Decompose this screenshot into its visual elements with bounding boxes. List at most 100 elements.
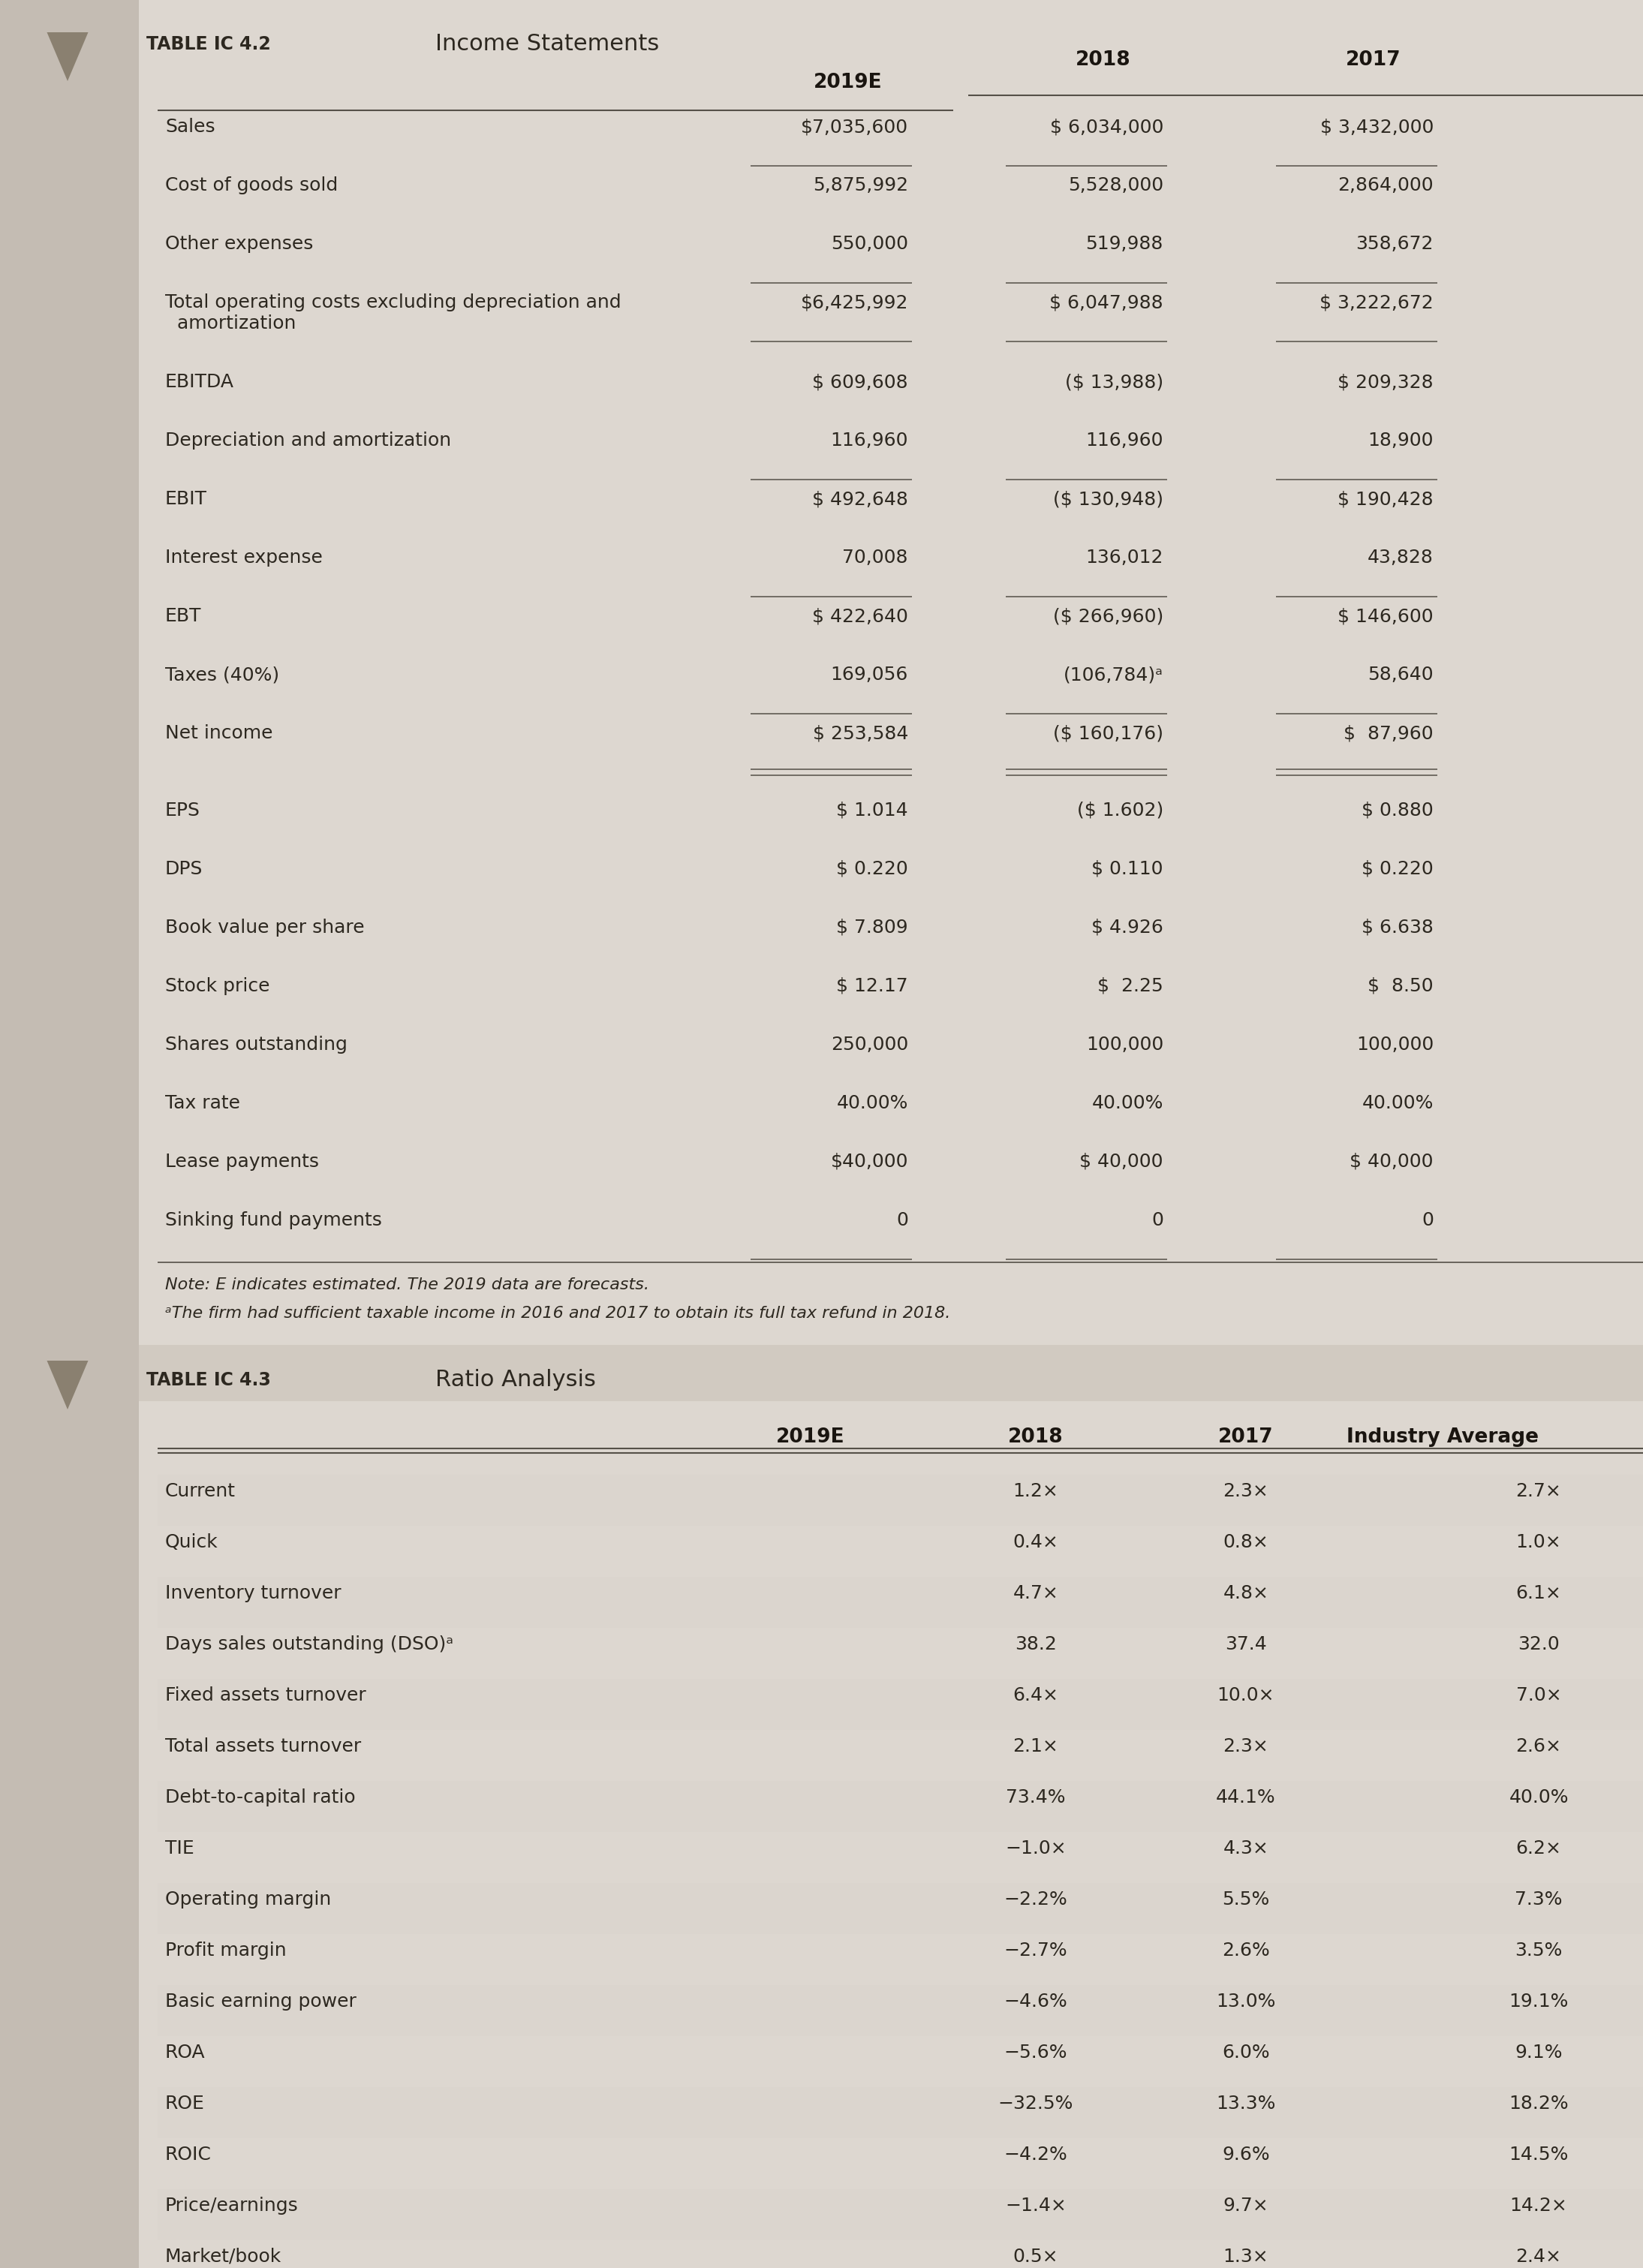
Text: 116,960: 116,960 bbox=[1086, 431, 1163, 449]
Text: 5,528,000: 5,528,000 bbox=[1068, 177, 1163, 195]
Text: EPS: EPS bbox=[166, 801, 200, 819]
Text: Cost of goods sold: Cost of goods sold bbox=[166, 177, 338, 195]
Text: $ 146,600: $ 146,600 bbox=[1337, 608, 1434, 626]
Text: 169,056: 169,056 bbox=[831, 667, 909, 683]
Text: Lease payments: Lease payments bbox=[166, 1152, 319, 1170]
Text: 2018: 2018 bbox=[1076, 50, 1130, 70]
Text: Stock price: Stock price bbox=[166, 978, 269, 996]
Text: $ 0.220: $ 0.220 bbox=[836, 860, 909, 878]
Text: $ 4.926: $ 4.926 bbox=[1091, 919, 1163, 937]
Text: 2.3×: 2.3× bbox=[1222, 1737, 1268, 1755]
Bar bbox=[158, 1882, 1643, 1935]
Text: 14.5%: 14.5% bbox=[1508, 2146, 1569, 2164]
Text: 1.3×: 1.3× bbox=[1222, 2248, 1268, 2266]
Text: Operating margin: Operating margin bbox=[166, 1892, 332, 1907]
Text: 3.5%: 3.5% bbox=[1515, 1941, 1562, 1960]
Text: EBT: EBT bbox=[166, 608, 202, 626]
Bar bbox=[158, 2189, 1643, 2241]
Bar bbox=[158, 1780, 1643, 1833]
Text: 18,900: 18,900 bbox=[1369, 431, 1434, 449]
Text: EBITDA: EBITDA bbox=[166, 372, 235, 390]
Text: 58,640: 58,640 bbox=[1369, 667, 1434, 683]
Text: $ 209,328: $ 209,328 bbox=[1337, 372, 1434, 390]
Text: (106,784)ᵃ: (106,784)ᵃ bbox=[1063, 667, 1163, 683]
Text: ($ 13,988): ($ 13,988) bbox=[1065, 372, 1163, 390]
Text: $ 6,034,000: $ 6,034,000 bbox=[1050, 118, 1163, 136]
Text: 40.00%: 40.00% bbox=[1362, 1093, 1434, 1111]
Text: 7.0×: 7.0× bbox=[1516, 1687, 1561, 1703]
Text: $ 3,432,000: $ 3,432,000 bbox=[1319, 118, 1434, 136]
Text: Industry Average: Industry Average bbox=[1347, 1427, 1539, 1447]
Bar bbox=[140, 1345, 1643, 1402]
Text: Days sales outstanding (DSO)ᵃ: Days sales outstanding (DSO)ᵃ bbox=[166, 1635, 453, 1653]
Text: Profit margin: Profit margin bbox=[166, 1941, 286, 1960]
Text: 0.8×: 0.8× bbox=[1222, 1533, 1268, 1551]
Text: $  87,960: $ 87,960 bbox=[1344, 723, 1434, 742]
Text: 4.3×: 4.3× bbox=[1222, 1839, 1268, 1857]
Text: 519,988: 519,988 bbox=[1086, 236, 1163, 254]
Text: $ 6.638: $ 6.638 bbox=[1362, 919, 1434, 937]
Text: Market/book: Market/book bbox=[166, 2248, 281, 2266]
Text: 0: 0 bbox=[1152, 1211, 1163, 1229]
Text: DPS: DPS bbox=[166, 860, 204, 878]
Text: −2.2%: −2.2% bbox=[1004, 1892, 1068, 1907]
Text: −1.4×: −1.4× bbox=[1006, 2198, 1066, 2216]
Text: −4.2%: −4.2% bbox=[1004, 2146, 1068, 2164]
Bar bbox=[158, 2087, 1643, 2139]
Text: ROE: ROE bbox=[166, 2096, 205, 2114]
Text: 2017: 2017 bbox=[1219, 1427, 1273, 1447]
Text: 0: 0 bbox=[1421, 1211, 1434, 1229]
Text: 2.3×: 2.3× bbox=[1222, 1483, 1268, 1499]
Text: Total operating costs excluding depreciation and: Total operating costs excluding deprecia… bbox=[166, 293, 621, 311]
Text: $  2.25: $ 2.25 bbox=[1098, 978, 1163, 996]
Text: $ 3,222,672: $ 3,222,672 bbox=[1319, 293, 1434, 311]
Text: 73.4%: 73.4% bbox=[1006, 1789, 1066, 1805]
Text: TABLE IC 4.2: TABLE IC 4.2 bbox=[146, 36, 271, 52]
Text: $ 12.17: $ 12.17 bbox=[836, 978, 909, 996]
Text: $ 40,000: $ 40,000 bbox=[1351, 1152, 1434, 1170]
Text: 250,000: 250,000 bbox=[831, 1036, 909, 1055]
Text: TIE: TIE bbox=[166, 1839, 194, 1857]
Text: $ 0.220: $ 0.220 bbox=[1362, 860, 1434, 878]
Bar bbox=[158, 1984, 1643, 2037]
Text: Interest expense: Interest expense bbox=[166, 549, 322, 567]
Text: Basic earning power: Basic earning power bbox=[166, 1994, 357, 2009]
Text: Taxes (40%): Taxes (40%) bbox=[166, 667, 279, 683]
Text: 1.0×: 1.0× bbox=[1516, 1533, 1561, 1551]
Text: Quick: Quick bbox=[166, 1533, 219, 1551]
Text: 2.6%: 2.6% bbox=[1222, 1941, 1270, 1960]
Text: Debt-to-capital ratio: Debt-to-capital ratio bbox=[166, 1789, 355, 1805]
Text: Total assets turnover: Total assets turnover bbox=[166, 1737, 361, 1755]
Text: 9.6%: 9.6% bbox=[1222, 2146, 1270, 2164]
Text: Tax rate: Tax rate bbox=[166, 1093, 240, 1111]
Text: −4.6%: −4.6% bbox=[1004, 1994, 1068, 2009]
Text: 37.4: 37.4 bbox=[1226, 1635, 1267, 1653]
Text: ᵃThe firm had sufficient taxable income in 2016 and 2017 to obtain its full tax : ᵃThe firm had sufficient taxable income … bbox=[166, 1306, 951, 1320]
Text: 38.2: 38.2 bbox=[1015, 1635, 1056, 1653]
Text: 9.1%: 9.1% bbox=[1515, 2043, 1562, 2062]
Text: 9.7×: 9.7× bbox=[1222, 2198, 1268, 2216]
Text: $ 1.014: $ 1.014 bbox=[836, 801, 909, 819]
Text: Book value per share: Book value per share bbox=[166, 919, 365, 937]
Text: 4.7×: 4.7× bbox=[1014, 1585, 1058, 1601]
Text: 136,012: 136,012 bbox=[1086, 549, 1163, 567]
Text: 100,000: 100,000 bbox=[1355, 1036, 1434, 1055]
Text: 6.2×: 6.2× bbox=[1516, 1839, 1561, 1857]
Text: Sales: Sales bbox=[166, 118, 215, 136]
Text: Note: E indicates estimated. The 2019 data are forecasts.: Note: E indicates estimated. The 2019 da… bbox=[166, 1277, 649, 1293]
Text: Shares outstanding: Shares outstanding bbox=[166, 1036, 347, 1055]
Text: ($ 130,948): ($ 130,948) bbox=[1053, 490, 1163, 508]
Text: ($ 266,960): ($ 266,960) bbox=[1053, 608, 1163, 626]
Text: 2019E: 2019E bbox=[775, 1427, 845, 1447]
Bar bbox=[0, 0, 140, 2268]
Text: Net income: Net income bbox=[166, 723, 273, 742]
Text: $ 0.110: $ 0.110 bbox=[1091, 860, 1163, 878]
Text: ($ 160,176): ($ 160,176) bbox=[1053, 723, 1163, 742]
Text: 100,000: 100,000 bbox=[1086, 1036, 1163, 1055]
Text: 44.1%: 44.1% bbox=[1216, 1789, 1277, 1805]
Text: 2018: 2018 bbox=[1009, 1427, 1063, 1447]
Text: 13.3%: 13.3% bbox=[1216, 2096, 1275, 2114]
Text: 2.4×: 2.4× bbox=[1516, 2248, 1561, 2266]
Text: 7.3%: 7.3% bbox=[1515, 1892, 1562, 1907]
Text: $ 6,047,988: $ 6,047,988 bbox=[1050, 293, 1163, 311]
